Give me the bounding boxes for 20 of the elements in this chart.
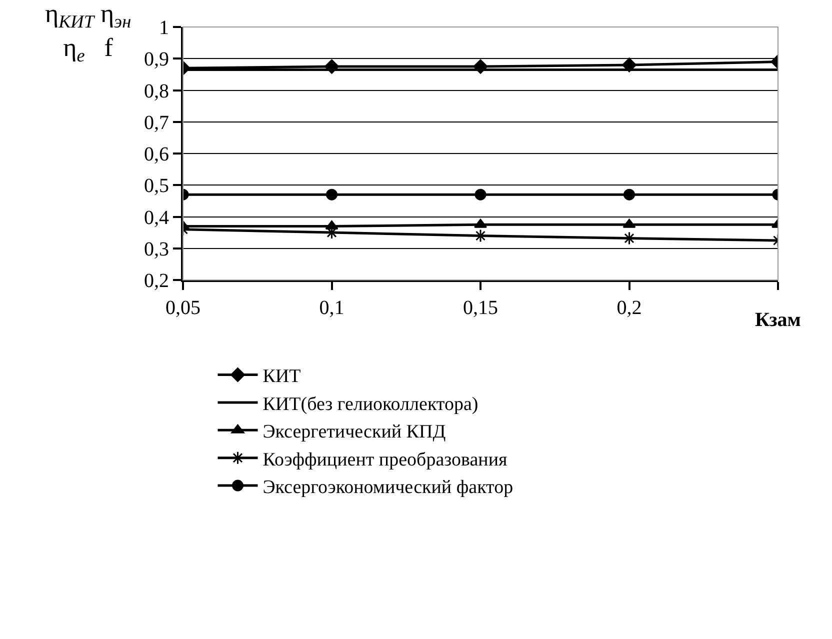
x-tick-label: 0,05: [166, 297, 200, 319]
legend-label: КИТ: [262, 366, 302, 388]
y-tick-label: 0,2: [144, 270, 169, 292]
x-tick-label: 0,1: [319, 297, 344, 319]
legend-label: КИТ(без гелиоколлектора): [262, 394, 478, 415]
text: η$_{КИТ}$ η$_{эн}$ η$_{e}$ f: [45, 0, 132, 66]
y-tick-label: 0,9: [144, 48, 169, 71]
legend-label: Коэффициент преобразования: [262, 449, 508, 470]
y-tick-label: 0,4: [144, 206, 169, 229]
x-tick-label: 0,15: [463, 297, 498, 319]
y-tick-label: 0,3: [144, 238, 169, 260]
y-tick-label: 1: [159, 17, 169, 39]
legend-label: Эксергоэкономический фактор: [262, 476, 514, 498]
y-tick-label: 0,7: [144, 112, 169, 134]
legend-label: Эксергетический КПД: [262, 422, 446, 443]
y-tick-label: 0,5: [144, 175, 169, 198]
y-tick-label: 0,8: [144, 80, 169, 102]
x-tick-label: 0,2: [616, 297, 642, 319]
x-axis-title: Кзам: [755, 309, 801, 331]
y-tick-label: 0,6: [144, 144, 169, 166]
